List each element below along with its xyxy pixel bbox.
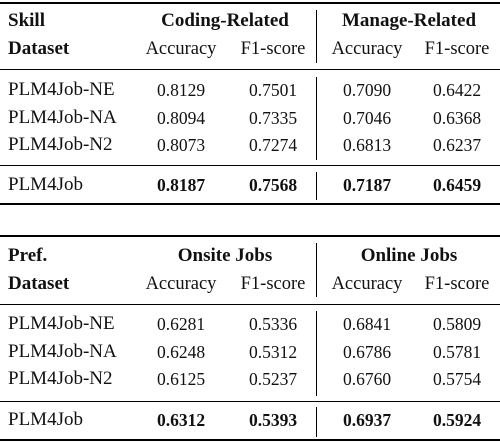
column-divider	[316, 172, 317, 200]
row-label: PLM4Job-NE	[8, 79, 115, 100]
table-cell: 0.5237	[248, 369, 298, 389]
col-header-accuracy-2: Accuracy	[331, 274, 403, 294]
table-cell-best: 0.7568	[248, 175, 298, 195]
table-cell-best: 0.5924	[432, 410, 482, 430]
col-header-accuracy-2: Accuracy	[331, 39, 403, 59]
corner-label-line1: Pref.	[8, 245, 48, 266]
group-header-2: Manage-Related	[341, 10, 477, 31]
table-cell: 0.6760	[342, 369, 392, 389]
mid-rule	[0, 401, 500, 402]
bottom-rule	[0, 203, 500, 205]
table-cell: 0.5312	[248, 342, 298, 362]
col-header-accuracy-1: Accuracy	[145, 274, 217, 294]
corner-label-line1: Skill	[8, 10, 45, 31]
table-cell: 0.7046	[342, 108, 392, 128]
table-cell: 0.6368	[432, 108, 482, 128]
mid-rule	[0, 165, 500, 166]
table-cell: 0.7501	[248, 80, 298, 100]
top-rule	[0, 2, 500, 4]
header-rule	[0, 304, 500, 305]
corner-label-line2: Dataset	[8, 273, 70, 294]
table-cell: 0.5781	[432, 342, 482, 362]
table-cell: 0.6125	[156, 369, 206, 389]
table-cell: 0.6248	[156, 342, 206, 362]
row-label: PLM4Job-N2	[8, 134, 113, 155]
table-cell: 0.7274	[248, 135, 298, 155]
row-label: PLM4Job-N2	[8, 368, 113, 389]
column-divider	[316, 77, 317, 160]
table-cell: 0.8094	[156, 108, 206, 128]
table-cell-best: 0.5393	[248, 410, 298, 430]
top-rule	[0, 235, 500, 237]
group-header-2: Online Jobs	[360, 245, 458, 266]
table-cell-best: 0.6312	[156, 410, 206, 430]
corner-label-line2: Dataset	[8, 38, 70, 59]
table-cell: 0.5336	[248, 314, 298, 334]
row-label: PLM4Job	[8, 409, 83, 430]
table-cell: 0.5809	[432, 314, 482, 334]
table-cell: 0.6786	[342, 342, 392, 362]
row-label: PLM4Job-NA	[8, 341, 117, 362]
table-cell: 0.6281	[156, 314, 206, 334]
column-divider	[316, 407, 317, 437]
preference-results-table: Pref. Dataset Onsite Jobs Online Jobs Ac…	[0, 235, 500, 442]
skill-results-table: Skill Dataset Coding-Related Manage-Rela…	[0, 0, 500, 205]
table-cell-best: 0.6937	[342, 410, 392, 430]
col-header-f1-1: F1-score	[240, 274, 306, 294]
col-header-f1-2: F1-score	[424, 274, 490, 294]
bottom-rule	[0, 439, 500, 441]
table-cell: 0.5754	[432, 369, 482, 389]
column-divider	[316, 243, 317, 297]
table-cell-best: 0.8187	[156, 175, 206, 195]
group-header-1: Coding-Related	[161, 10, 289, 31]
table-cell: 0.7335	[248, 108, 298, 128]
header-rule	[0, 69, 500, 70]
table-cell-best: 0.6459	[432, 175, 482, 195]
column-divider	[316, 311, 317, 396]
row-label: PLM4Job-NA	[8, 107, 117, 128]
row-label: PLM4Job-NE	[8, 313, 115, 334]
table-cell: 0.7090	[342, 80, 392, 100]
col-header-accuracy-1: Accuracy	[145, 39, 217, 59]
table-cell: 0.8073	[156, 135, 206, 155]
table-cell: 0.6237	[432, 135, 482, 155]
group-header-1: Onsite Jobs	[177, 245, 273, 266]
table-cell: 0.6422	[432, 80, 482, 100]
table-cell-best: 0.7187	[342, 175, 392, 195]
table-cell: 0.6841	[342, 314, 392, 334]
col-header-f1-2: F1-score	[424, 39, 490, 59]
col-header-f1-1: F1-score	[240, 39, 306, 59]
column-divider	[316, 10, 317, 63]
table-cell: 0.8129	[156, 80, 206, 100]
row-label: PLM4Job	[8, 174, 83, 195]
table-cell: 0.6813	[342, 135, 392, 155]
